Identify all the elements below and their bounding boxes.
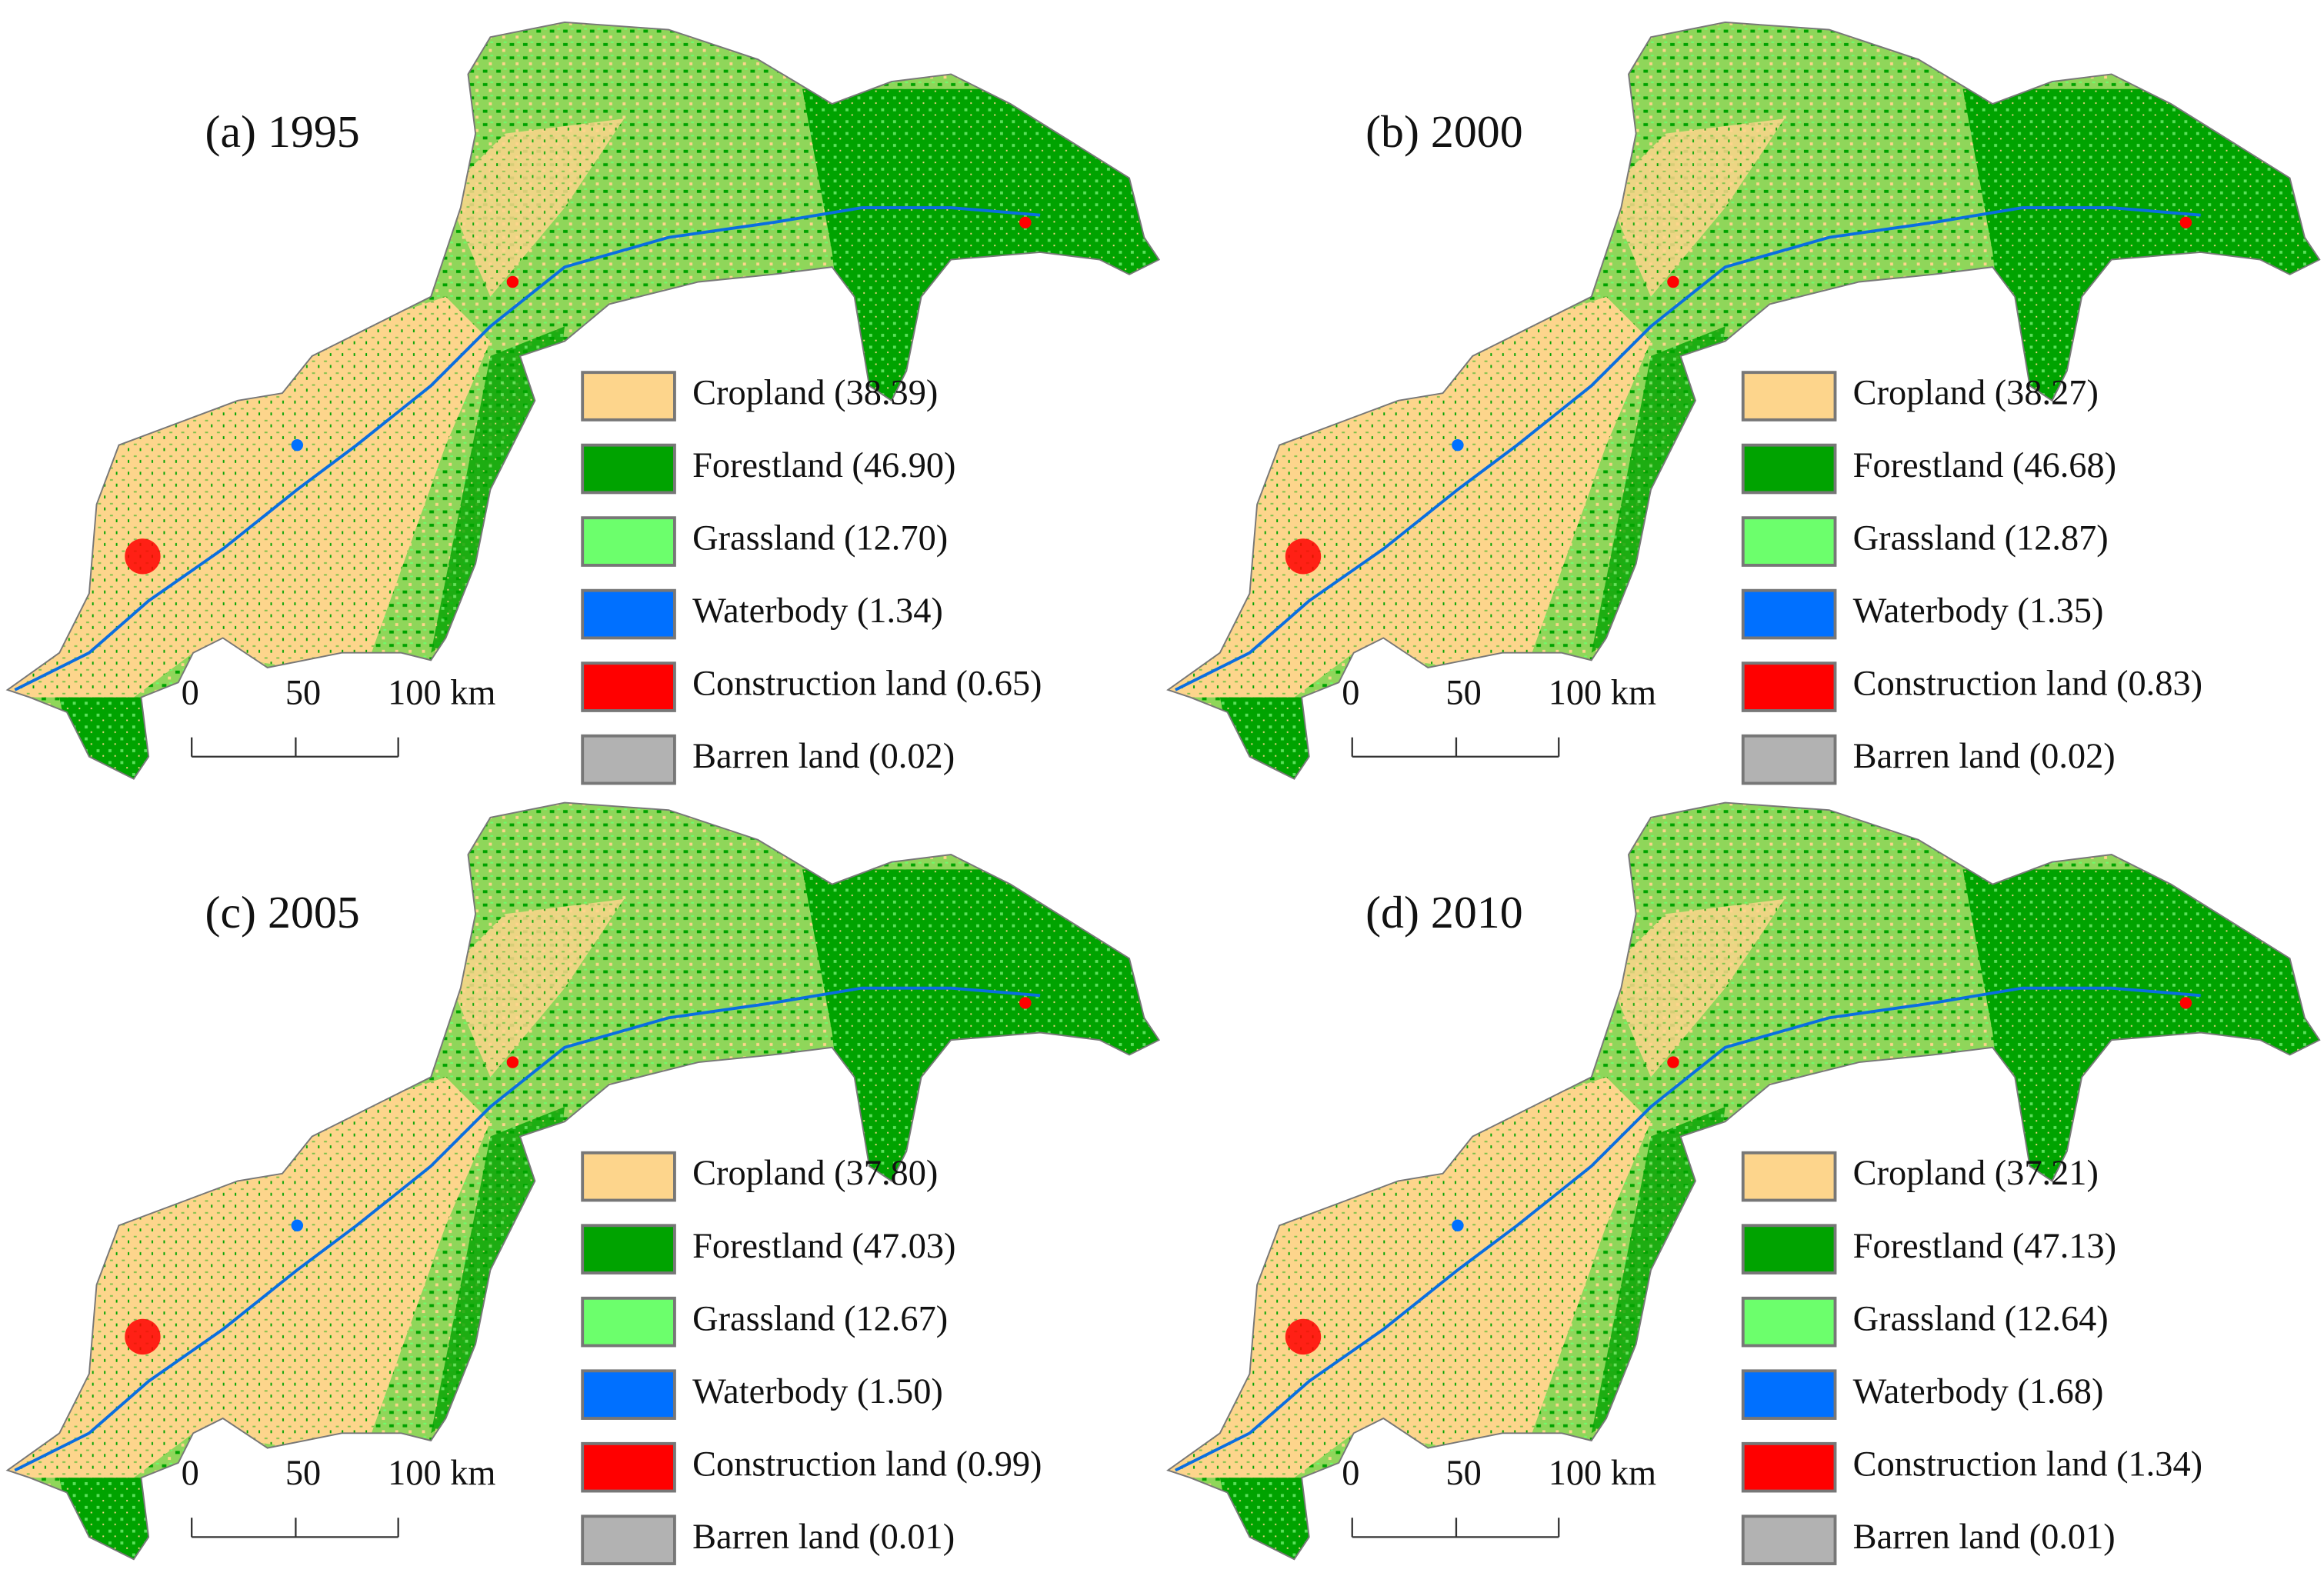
legend-swatch (1741, 1369, 1837, 1420)
scale-label: 100 km (1549, 1454, 1656, 1493)
legend-swatch (1741, 1296, 1837, 1348)
scale-label: 50 (285, 1454, 321, 1493)
panel-title: (a) 1995 (205, 106, 360, 157)
scale-label: 100 km (388, 673, 495, 712)
legend-swatch (581, 1514, 676, 1565)
scale-label: 0 (182, 673, 199, 712)
legend-swatch (1741, 443, 1837, 495)
legend-label: Cropland (37.21) (1853, 1154, 2099, 1193)
legend-label: Waterbody (1.68) (1853, 1372, 2104, 1411)
legend-label: Barren land (0.02) (1853, 737, 2116, 776)
legend-swatch (581, 588, 676, 640)
legend-label: Grassland (12.87) (1853, 519, 2109, 558)
panel-title: (c) 2005 (205, 887, 360, 938)
legend-label: Construction land (0.83) (1853, 665, 2202, 704)
legend-label: Forestland (47.13) (1853, 1227, 2116, 1266)
legend-swatch (1741, 1441, 1837, 1493)
legend-swatch (581, 371, 676, 421)
scale-label: 50 (1445, 1454, 1481, 1493)
panel: (c) 2005 Cropland (37.80) Forestland (47.0… (0, 781, 1189, 1567)
legend-label: Waterbody (1.34) (692, 591, 943, 631)
legend-label: Waterbody (1.50) (692, 1372, 943, 1411)
panel: (a) 1995 Cropland (38.39) Forestland (46.9… (0, 0, 1189, 786)
legend-label: Construction land (1.34) (1853, 1444, 2202, 1484)
legend-swatch (581, 516, 676, 567)
legend-label: Barren land (0.01) (692, 1518, 955, 1557)
legend-label: Forestland (46.90) (692, 446, 955, 485)
legend-swatch (581, 734, 676, 785)
scale-label: 0 (1342, 673, 1359, 712)
legend-swatch (581, 443, 676, 495)
panel-title: (d) 2010 (1365, 887, 1523, 938)
panel-title: (b) 2000 (1365, 106, 1523, 157)
panel: (d) 2010 Cropland (37.21) Forestland (47.1… (1161, 781, 2324, 1567)
scale-label: 100 km (388, 1454, 495, 1493)
legend-label: Waterbody (1.35) (1853, 591, 2104, 631)
panel: (b) 2000 Cropland (38.27) Forestland (46.6… (1161, 0, 2324, 786)
legend-label: Cropland (37.80) (692, 1154, 938, 1193)
legend-swatch (1741, 516, 1837, 567)
scale-label: 50 (285, 673, 321, 712)
legend-label: Forestland (46.68) (1853, 446, 2116, 485)
legend-swatch (1741, 588, 1837, 640)
scale-label: 0 (182, 1454, 199, 1493)
legend-swatch (1741, 734, 1837, 785)
legend-label: Construction land (0.99) (692, 1444, 1042, 1484)
legend-label: Cropland (38.39) (692, 374, 938, 413)
legend-label: Grassland (12.67) (692, 1299, 948, 1338)
legend-label: Barren land (0.01) (1853, 1518, 2116, 1557)
legend-swatch (581, 1224, 676, 1274)
legend-swatch (581, 1296, 676, 1348)
scale-label: 50 (1445, 673, 1481, 712)
legend-label: Grassland (12.70) (692, 519, 948, 558)
scale-label: 100 km (1549, 673, 1656, 712)
legend-label: Barren land (0.02) (692, 737, 955, 776)
legend-label: Grassland (12.64) (1853, 1299, 2109, 1338)
scale-label: 0 (1342, 1454, 1359, 1493)
legend-swatch (581, 1151, 676, 1202)
legend-label: Forestland (47.03) (692, 1227, 955, 1266)
legend-swatch (581, 1441, 676, 1493)
legend-swatch (1741, 661, 1837, 712)
legend-label: Construction land (0.65) (692, 665, 1042, 704)
legend-label: Cropland (38.27) (1853, 374, 2099, 413)
legend-swatch (1741, 1151, 1837, 1202)
legend-swatch (1741, 1514, 1837, 1565)
legend-swatch (581, 1369, 676, 1420)
legend-swatch (581, 661, 676, 712)
legend-swatch (1741, 371, 1837, 421)
legend-swatch (1741, 1224, 1837, 1274)
